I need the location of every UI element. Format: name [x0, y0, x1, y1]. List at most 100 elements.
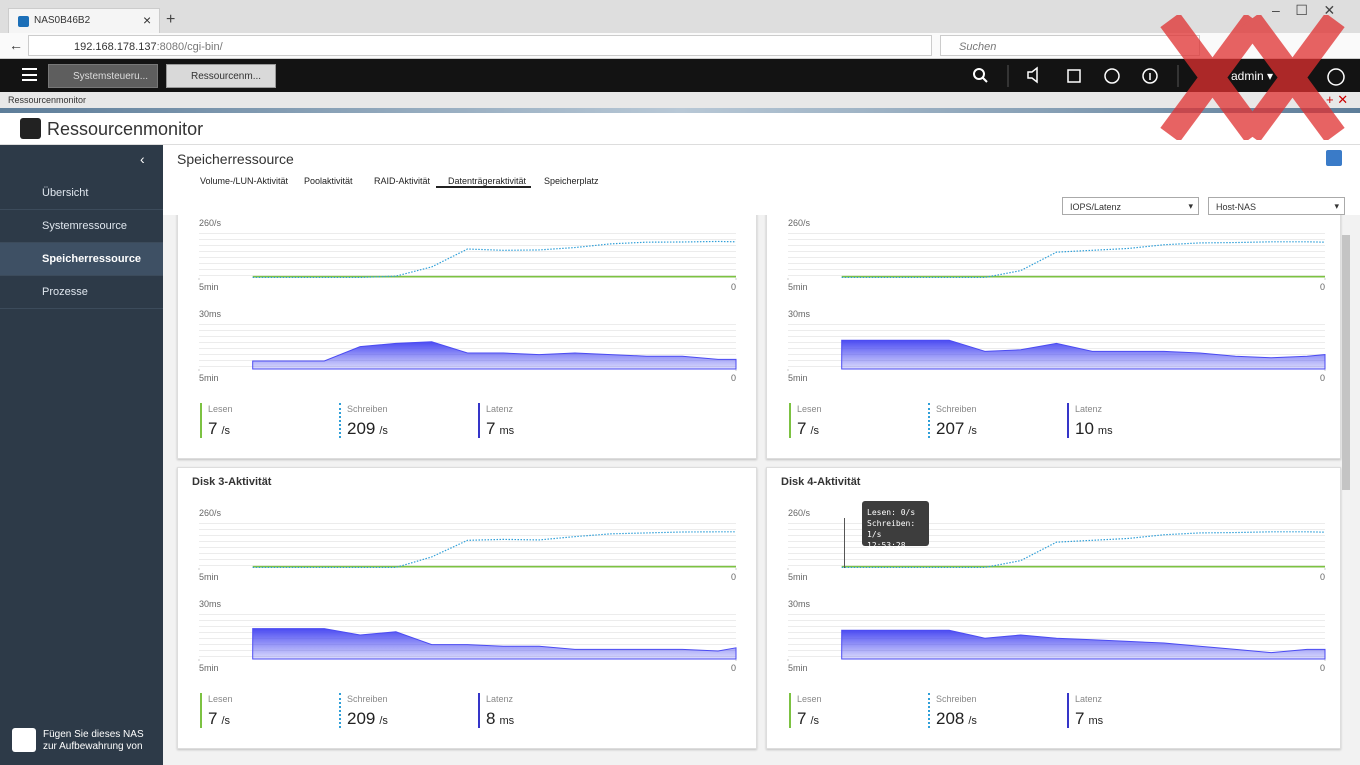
tab[interactable]: Datenträgeraktivität — [448, 176, 527, 186]
menu-button[interactable] — [22, 68, 37, 81]
stat-bar — [928, 403, 930, 438]
dropdown[interactable]: Host-NAS ▾ — [1208, 197, 1345, 215]
new-tab[interactable]: + — [166, 11, 176, 28]
stat-number: 207 — [936, 419, 965, 438]
tab[interactable]: RAID-Aktivität — [374, 176, 431, 186]
window-titlebar: Ressourcenmonitor + ✕ — [0, 92, 1360, 108]
stat-unit: /s — [968, 715, 977, 727]
app-icon — [20, 118, 41, 139]
tab[interactable]: Volume-/LUN-Aktivität — [200, 176, 289, 186]
x-tick-label: 5min — [199, 373, 219, 383]
window-controls[interactable]: + ✕ — [1326, 92, 1349, 107]
stat-number: 7 — [797, 419, 807, 438]
latency-area — [841, 629, 1326, 660]
app-header: Ressourcenmonitor — [0, 113, 1360, 145]
section-title: Speicherressource — [177, 151, 294, 167]
stat-bar — [200, 693, 202, 728]
app-tab[interactable]: Ressourcenm... — [166, 64, 276, 88]
panel-charts: 260/s 5min 0 30ms 5min 0 — [198, 508, 737, 673]
panel: Disk 3-Aktivität 260/s 5min 0 30ms 5min 0 Lesen… — [177, 467, 757, 749]
stat-bar — [478, 693, 480, 728]
tab-close[interactable]: × — [143, 12, 152, 28]
stat-value: 208/s — [936, 709, 977, 729]
search-field[interactable]: Suchen — [940, 35, 1200, 56]
nav-item[interactable]: Übersicht — [0, 177, 163, 210]
watermark — [1160, 15, 1345, 140]
url-path: :8080/cgi-bin/ — [156, 41, 223, 53]
sidebar-footer[interactable]: Fügen Sie dieses NAS zur Aufbewahrung vo… — [43, 729, 144, 752]
export-icon[interactable] — [1326, 150, 1342, 166]
nav-item[interactable]: Speicherressource — [0, 243, 163, 276]
x-tick-label: 0 — [731, 282, 736, 292]
stat-number: 209 — [347, 419, 376, 438]
tab[interactable]: Speicherplatz — [544, 176, 599, 186]
stat-bar — [789, 693, 791, 728]
window-title: Ressourcenmonitor — [8, 95, 87, 105]
panel: 260/s 5min 0 30ms 5min 0 Lesen 7/s Schreiben 209/… — [177, 215, 757, 459]
stat-value: 8 ms — [486, 709, 514, 729]
stat-bar — [339, 693, 341, 728]
footer-icon — [12, 728, 36, 752]
app-tab-label: Ressourcenm... — [191, 71, 262, 82]
tooltip-line-text: 12:53:28 — [867, 541, 906, 550]
user-menu[interactable]: admin ▾ — [1231, 69, 1274, 83]
stat-label: Schreiben — [936, 694, 977, 704]
x-tick-label: 0 — [731, 572, 736, 582]
panel-charts: 260/s 5min 0 30ms 5min 0 — [787, 508, 1326, 673]
stat-unit: /s — [968, 425, 977, 437]
browser-tab[interactable]: NAS0B46B2 × — [8, 8, 160, 34]
url-field[interactable]: 192.168.178.137:8080/cgi-bin/ — [28, 35, 932, 56]
address-bar: ← 192.168.178.137:8080/cgi-bin/ Suchen — [0, 33, 1360, 59]
stat-unit: /s — [810, 715, 820, 727]
nav-item[interactable]: Systemressource — [0, 210, 163, 243]
stat-unit: /s — [810, 425, 820, 437]
nav-item[interactable]: Prozesse — [0, 276, 163, 309]
stat-label: Lesen — [797, 404, 822, 414]
stat-number: 209 — [347, 709, 376, 728]
dropdown[interactable]: IOPS/Latenz ▾ — [1062, 197, 1199, 215]
stat-label: Latenz — [486, 694, 514, 704]
tab-underline — [436, 186, 531, 188]
stat-label: Lesen — [208, 694, 233, 704]
window-controls[interactable]: – ☐ ✕ — [1272, 2, 1336, 18]
user-name: admin — [1231, 69, 1264, 83]
stat-number: 8 — [486, 709, 496, 728]
panel-title: Disk 3-Aktivität — [192, 476, 272, 488]
window-accent — [0, 108, 1360, 113]
url-host: 192.168.178.137 — [74, 41, 157, 53]
stat-unit: ms — [1088, 715, 1104, 727]
series-line — [841, 241, 1326, 279]
tab-icon — [18, 16, 29, 27]
tab[interactable]: Poolaktivität — [304, 176, 353, 186]
stat-unit: ms — [499, 425, 515, 437]
plot-grid — [199, 518, 736, 568]
stat-bar — [928, 693, 930, 728]
stat-value: 7/s — [208, 709, 230, 729]
stat-label: Latenz — [486, 404, 514, 414]
collapse-button[interactable]: ‹ — [140, 151, 145, 167]
stat-value: 10 ms — [1075, 419, 1113, 439]
stat-value: 7/s — [797, 709, 819, 729]
stat-label: Schreiben — [347, 404, 388, 414]
scrollbar[interactable] — [1342, 235, 1350, 490]
app-tab[interactable]: Systemsteueru... — [48, 64, 158, 88]
latency-area — [252, 341, 737, 370]
plot-grid — [788, 228, 1325, 278]
x-tick-label: 0 — [1320, 572, 1325, 582]
stat-value: 7 ms — [1075, 709, 1103, 729]
stat-value: 209/s — [347, 709, 388, 729]
stat-value: 7/s — [208, 419, 230, 439]
stat-label: Latenz — [1075, 694, 1103, 704]
topbar-icons — [973, 65, 1345, 87]
tab-title: NAS0B46B2 — [34, 15, 91, 26]
x-tick-label: 0 — [731, 663, 736, 673]
x-tick-label: 0 — [1320, 282, 1325, 292]
y-tick-label: 30ms — [788, 309, 811, 319]
y-tick-label: 30ms — [788, 599, 811, 609]
tooltip: Lesen: 0/s Schreiben: 1/s 12:53:28 — [862, 501, 929, 550]
back-button[interactable]: ← — [9, 37, 23, 53]
x-tick-label: 5min — [199, 282, 219, 292]
stat-unit: /s — [379, 425, 388, 437]
y-tick-label: 30ms — [199, 599, 222, 609]
